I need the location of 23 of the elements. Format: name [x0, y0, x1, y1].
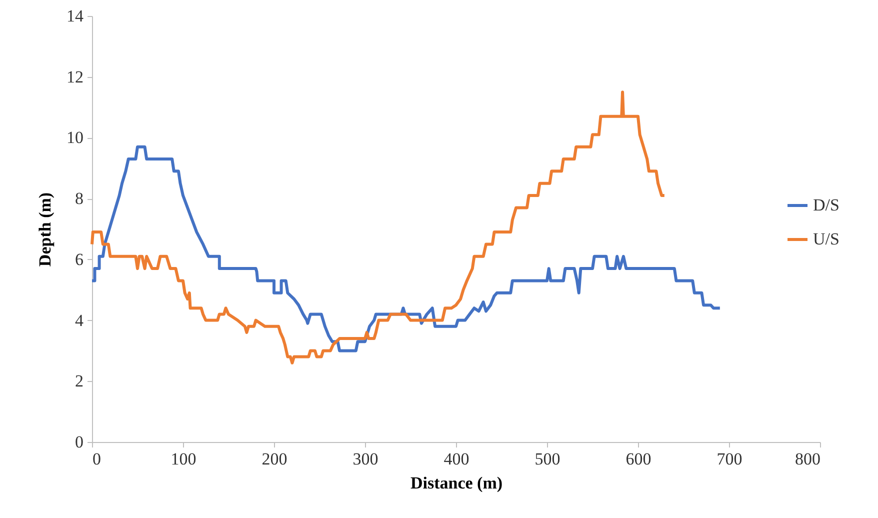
y-tick-label: 10: [66, 128, 84, 148]
x-tick-label: 600: [626, 450, 652, 468]
x-tick-label: 0: [92, 450, 101, 468]
x-tick-label: 300: [352, 450, 378, 468]
line-series: [90, 145, 722, 352]
y-axis-title: Depth (m): [36, 192, 54, 267]
y-tick-label: 12: [66, 67, 84, 86]
y-tick-label: 4: [75, 310, 84, 330]
y-tick-label: 6: [75, 250, 84, 269]
legend-label: D/S: [813, 196, 840, 214]
x-tick-label: 200: [262, 450, 288, 468]
legend-label: U/S: [813, 230, 840, 248]
y-tick-label: 8: [75, 189, 84, 208]
x-axis-title: Distance (m): [410, 474, 503, 492]
y-tick-label: 2: [75, 372, 84, 391]
x-tick-label: 700: [716, 450, 742, 468]
x-tick-label: 100: [170, 450, 196, 468]
x-tick-label: 800: [795, 450, 820, 468]
x-tick-label: 400: [444, 450, 470, 468]
x-tick-label: 500: [534, 450, 560, 468]
y-tick-label: 14: [66, 6, 84, 26]
line-series: [90, 90, 666, 364]
y-tick-label: 0: [75, 432, 84, 452]
